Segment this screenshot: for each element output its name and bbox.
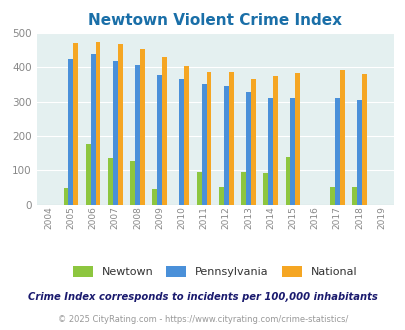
Bar xyxy=(179,79,184,205)
Bar xyxy=(90,53,95,205)
Bar xyxy=(329,187,334,205)
Bar xyxy=(95,42,100,205)
Text: © 2025 CityRating.com - https://www.cityrating.com/crime-statistics/: © 2025 CityRating.com - https://www.city… xyxy=(58,315,347,324)
Bar xyxy=(339,70,344,205)
Bar xyxy=(184,66,189,205)
Bar xyxy=(245,92,250,205)
Bar xyxy=(108,158,113,205)
Bar xyxy=(162,57,166,205)
Legend: Newtown, Pennsylvania, National: Newtown, Pennsylvania, National xyxy=(68,262,361,281)
Bar xyxy=(228,72,233,205)
Bar xyxy=(290,98,294,205)
Bar xyxy=(152,189,157,205)
Title: Newtown Violent Crime Index: Newtown Violent Crime Index xyxy=(88,13,341,28)
Bar xyxy=(117,44,122,205)
Bar xyxy=(64,188,68,205)
Bar xyxy=(135,65,140,205)
Bar xyxy=(140,49,145,205)
Bar xyxy=(113,61,117,205)
Bar xyxy=(196,172,201,205)
Bar xyxy=(250,79,255,205)
Bar xyxy=(130,161,135,205)
Bar xyxy=(223,85,228,205)
Bar xyxy=(263,173,268,205)
Bar xyxy=(268,98,273,205)
Text: Crime Index corresponds to incidents per 100,000 inhabitants: Crime Index corresponds to incidents per… xyxy=(28,292,377,302)
Bar xyxy=(285,157,290,205)
Bar xyxy=(68,59,73,205)
Bar xyxy=(85,144,90,205)
Bar xyxy=(273,76,277,205)
Bar xyxy=(157,75,162,205)
Bar xyxy=(294,73,299,205)
Bar xyxy=(218,187,223,205)
Bar xyxy=(334,98,339,205)
Bar xyxy=(351,187,356,205)
Bar xyxy=(73,43,78,205)
Bar xyxy=(201,84,206,205)
Bar xyxy=(356,100,361,205)
Bar xyxy=(361,74,366,205)
Bar xyxy=(241,172,245,205)
Bar xyxy=(206,72,211,205)
